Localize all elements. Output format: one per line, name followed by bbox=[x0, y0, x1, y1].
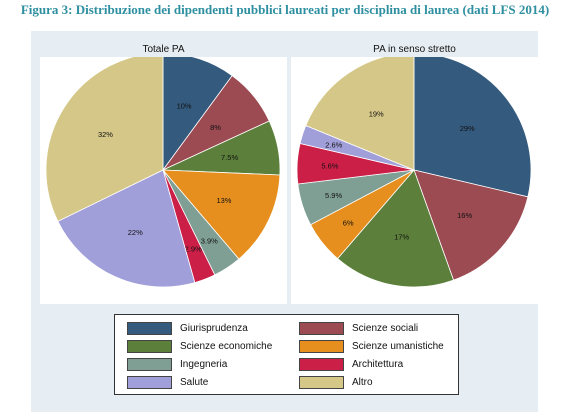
legend-label: Altro bbox=[352, 376, 373, 388]
legend-item-salute: Salute bbox=[127, 374, 208, 390]
pie-slice-salute bbox=[57, 169, 196, 288]
pie-panel-stretto: 29% 16% 17% 6% 5.9% 5.6% 2.6% 19% bbox=[291, 57, 538, 304]
pie-label-giurisprudenza: 29% bbox=[460, 124, 475, 133]
pie-slice-scienze-umanistiche bbox=[162, 169, 281, 260]
legend-swatch bbox=[299, 357, 344, 371]
legend-label: Scienze umanistiche bbox=[352, 340, 444, 352]
legend-label: Scienze sociali bbox=[352, 322, 419, 334]
pie-title-stretto: PA in senso stretto bbox=[373, 44, 456, 55]
pie-label-scienze-sociali: 16% bbox=[457, 211, 472, 220]
legend-item-giurisprudenza: Giurisprudenza bbox=[127, 320, 248, 336]
legend-label: Ingegneria bbox=[180, 358, 228, 370]
legend: Giurisprudenza Scienze sociali Scienze eco… bbox=[114, 314, 459, 395]
pie-slice-altro bbox=[305, 57, 415, 171]
legend-label: Scienze economiche bbox=[180, 340, 273, 352]
pie-slice-scienze-sociali bbox=[413, 169, 529, 281]
legend-swatch bbox=[299, 339, 344, 353]
pie-label-architettura: 2.9% bbox=[185, 245, 202, 254]
pie-label-scienze-economiche: 17% bbox=[394, 233, 409, 242]
pie-label-scienze-sociali: 8% bbox=[210, 123, 221, 132]
pie-label-altro: 19% bbox=[369, 110, 384, 119]
pie-panel-totale: 10% 8% 7.5% 13% 3.9% 2.9% 22% 32% bbox=[40, 57, 287, 304]
pie-label-altro: 32% bbox=[98, 130, 113, 139]
pie-label-scienze-umanistiche: 6% bbox=[343, 218, 354, 227]
pie-label-ingegneria: 5.9% bbox=[325, 191, 342, 200]
legend-label: Giurisprudenza bbox=[180, 322, 248, 334]
pie-label-scienze-economiche: 7.5% bbox=[221, 153, 238, 162]
legend-label: Salute bbox=[180, 376, 209, 388]
legend-swatch bbox=[299, 321, 344, 335]
pie-label-giurisprudenza: 10% bbox=[177, 102, 192, 111]
pie-chart-totale: 10% 8% 7.5% 13% 3.9%2.9% 22% 32% bbox=[45, 57, 281, 288]
legend-item-ingegneria: Ingegneria bbox=[127, 356, 227, 372]
legend-swatch bbox=[127, 339, 172, 353]
pie-chart-stretto: 29% 16% 17% 6% 5.9% 5.6% 2.6% 19% bbox=[296, 57, 532, 288]
legend-item-scienze-economiche: Scienze economiche bbox=[127, 338, 272, 354]
legend-item-altro: Altro bbox=[299, 374, 373, 390]
pie-slice-giurisprudenza bbox=[162, 57, 233, 172]
legend-label: Architettura bbox=[352, 358, 404, 370]
legend-swatch bbox=[127, 321, 172, 335]
legend-swatch bbox=[299, 375, 344, 389]
pie-label-scienze-umanistiche: 13% bbox=[216, 196, 231, 205]
pie-label-architettura: 5.6% bbox=[321, 161, 338, 170]
legend-item-scienze-sociali: Scienze sociali bbox=[299, 320, 418, 336]
pie-label-salute: 22% bbox=[128, 228, 143, 237]
pie-slice-scienze-economiche bbox=[337, 169, 455, 288]
legend-swatch bbox=[127, 375, 172, 389]
pie-label-salute: 2.6% bbox=[325, 140, 342, 149]
legend-swatch bbox=[127, 357, 172, 371]
pie-slice-giurisprudenza bbox=[413, 57, 532, 198]
pie-slice-altro bbox=[45, 57, 164, 222]
pie-title-totale: Totale PA bbox=[142, 44, 185, 55]
pie-label-ingegneria: 3.9% bbox=[201, 236, 218, 245]
legend-item-scienze-umanistiche: Scienze umanistiche bbox=[299, 338, 444, 354]
legend-item-architettura: Architettura bbox=[299, 356, 403, 372]
figure-title: Figura 3: Distribuzione dei dipendenti p… bbox=[20, 2, 550, 17]
